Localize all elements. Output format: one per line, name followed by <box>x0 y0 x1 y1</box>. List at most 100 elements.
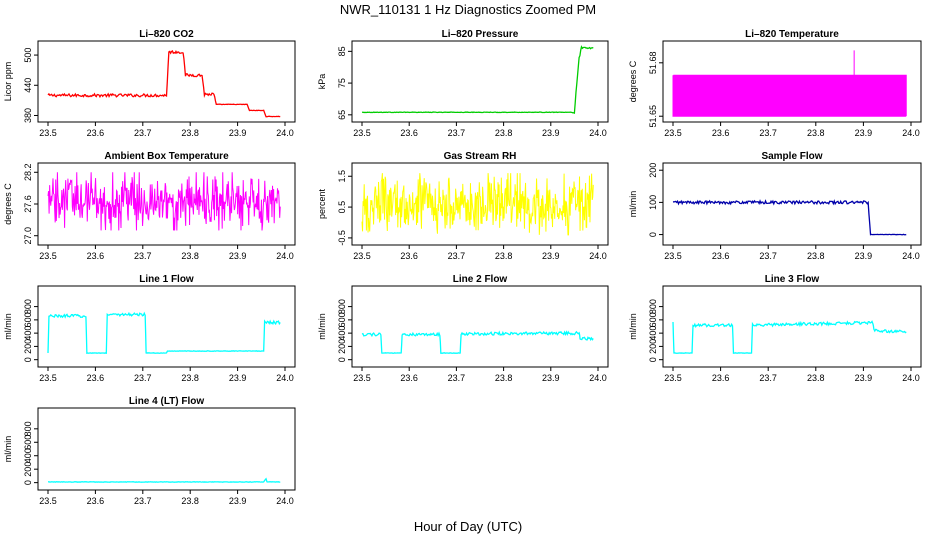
x-tick-label: 23.6 <box>400 373 418 383</box>
y-tick-label: 27.0 <box>23 227 33 245</box>
panel-title: Line 2 Flow <box>453 274 508 285</box>
y-axis-label: percent <box>317 188 327 219</box>
y-tick-label: 1.5 <box>337 170 347 183</box>
x-tick-label: 23.5 <box>353 373 371 383</box>
x-tick-label: 23.8 <box>807 128 825 138</box>
x-tick-label: 23.9 <box>229 128 247 138</box>
y-tick-label: 800 <box>23 421 33 436</box>
x-tick-label: 24.0 <box>902 373 920 383</box>
y-axis-label: ml/min <box>3 436 13 463</box>
series-line <box>47 311 281 355</box>
x-tick-label: 23.9 <box>229 496 247 506</box>
y-tick-label: 65 <box>337 110 347 120</box>
y-tick-label: 0.5 <box>337 201 347 214</box>
panel-title: Sample Flow <box>761 151 822 162</box>
x-tick-label: 23.9 <box>229 373 247 383</box>
y-axis-label: Licor ppm <box>3 62 13 102</box>
plot-frame <box>662 285 922 368</box>
panel-7: Line 1 Flow 23.5 23.6 23.7 23.8 23.9 24.0 0 2004… <box>3 274 296 383</box>
y-tick-label: 600 <box>337 312 347 327</box>
y-axis-label: ml/min <box>317 313 327 340</box>
x-tick-label: 23.7 <box>448 128 466 138</box>
panel-title: Li–820 CO2 <box>139 29 194 40</box>
series-line <box>672 199 907 236</box>
y-tick-label: 0 <box>23 357 33 362</box>
x-tick-label: 23.6 <box>87 373 105 383</box>
series-line <box>672 50 907 117</box>
figure-title: NWR_110131 1 Hz Diagnostics Zoomed PM <box>340 2 596 17</box>
y-tick-label: 85 <box>337 46 347 56</box>
y-axis-label: kPa <box>317 74 327 90</box>
x-tick-label: 23.6 <box>712 373 730 383</box>
plot-frame <box>37 285 296 368</box>
y-tick-label: 200 <box>23 462 33 477</box>
y-axis-label: ml/min <box>628 313 638 340</box>
x-tick-label: 24.0 <box>589 128 607 138</box>
x-tick-label: 23.8 <box>495 128 513 138</box>
plot-frame <box>37 407 296 491</box>
y-tick-label: 380 <box>23 108 33 123</box>
x-tick-label: 24.0 <box>589 373 607 383</box>
series-line <box>361 173 594 236</box>
x-tick-label: 23.5 <box>353 128 371 138</box>
y-tick-label: 200 <box>648 339 658 354</box>
panel-5: Gas Stream RH 23.5 23.6 23.7 23.8 23.9 24.0 -0.… <box>317 151 609 261</box>
panel-10: Line 4 (LT) Flow 23.5 23.6 23.7 23.8 23.9 24.0… <box>3 396 296 506</box>
series-line <box>47 172 281 231</box>
x-tick-label: 23.7 <box>134 373 152 383</box>
y-tick-label: 800 <box>648 299 658 314</box>
x-tick-label: 23.5 <box>664 373 682 383</box>
panel-title: Line 4 (LT) Flow <box>129 396 205 407</box>
x-tick-label: 24.0 <box>276 251 294 261</box>
y-tick-label: 400 <box>23 448 33 463</box>
plot-frame <box>37 40 296 123</box>
x-tick-label: 23.9 <box>855 373 873 383</box>
x-tick-label: 23.8 <box>181 128 199 138</box>
x-tick-label: 23.9 <box>855 128 873 138</box>
x-tick-label: 23.8 <box>181 373 199 383</box>
y-tick-label: 400 <box>337 326 347 341</box>
y-tick-label: 0 <box>648 232 658 237</box>
x-tick-label: 23.8 <box>495 373 513 383</box>
panel-2: Li–820 Pressure 23.5 23.6 23.7 23.8 23.9 24.0 6… <box>317 29 609 138</box>
y-axis-label: ml/min <box>628 191 638 218</box>
x-tick-label: 23.6 <box>87 251 105 261</box>
x-tick-label: 24.0 <box>276 128 294 138</box>
plot-frame <box>662 40 922 123</box>
plot-frame <box>351 40 609 123</box>
y-axis-label: degrees C <box>3 183 13 225</box>
panel-title: Line 3 Flow <box>765 274 820 285</box>
x-tick-label: 24.0 <box>902 251 920 261</box>
y-tick-label: -0.5 <box>337 230 347 246</box>
x-tick-label: 23.5 <box>39 128 57 138</box>
panel-3: Li–820 Temperature 23.5 23.6 23.7 23.8 23.9 24… <box>628 29 922 138</box>
y-axis-label: ml/min <box>3 313 13 340</box>
plot-frame <box>351 162 609 246</box>
x-tick-label: 23.6 <box>712 128 730 138</box>
x-tick-label: 23.8 <box>807 373 825 383</box>
series-line <box>361 45 594 115</box>
panel-8: Line 2 Flow 23.5 23.6 23.7 23.8 23.9 24.0 0 2004… <box>317 274 609 383</box>
panel-4: Ambient Box Temperature 23.5 23.6 23.7 23.8 2… <box>3 151 296 261</box>
y-tick-label: 800 <box>23 299 33 314</box>
panel-title: Ambient Box Temperature <box>104 151 229 162</box>
x-tick-label: 23.7 <box>759 251 777 261</box>
panel-title: Li–820 Pressure <box>442 29 519 40</box>
y-tick-label: 200 <box>337 339 347 354</box>
plot-frame <box>351 285 609 368</box>
x-tick-label: 23.7 <box>759 373 777 383</box>
y-tick-label: 600 <box>23 312 33 327</box>
x-tick-label: 23.9 <box>542 373 560 383</box>
series-line <box>672 320 907 354</box>
y-tick-label: 500 <box>23 48 33 63</box>
x-tick-label: 23.5 <box>664 128 682 138</box>
y-tick-label: 400 <box>648 326 658 341</box>
x-tick-label: 23.7 <box>448 373 466 383</box>
y-tick-label: 0 <box>648 357 658 362</box>
x-tick-label: 23.6 <box>87 496 105 506</box>
panels-group: Li–820 CO2 23.5 23.6 23.7 23.8 23.9 24.0 380 440… <box>3 29 922 506</box>
y-tick-label: 400 <box>23 326 33 341</box>
series-line <box>361 330 594 354</box>
x-tick-label: 24.0 <box>276 496 294 506</box>
